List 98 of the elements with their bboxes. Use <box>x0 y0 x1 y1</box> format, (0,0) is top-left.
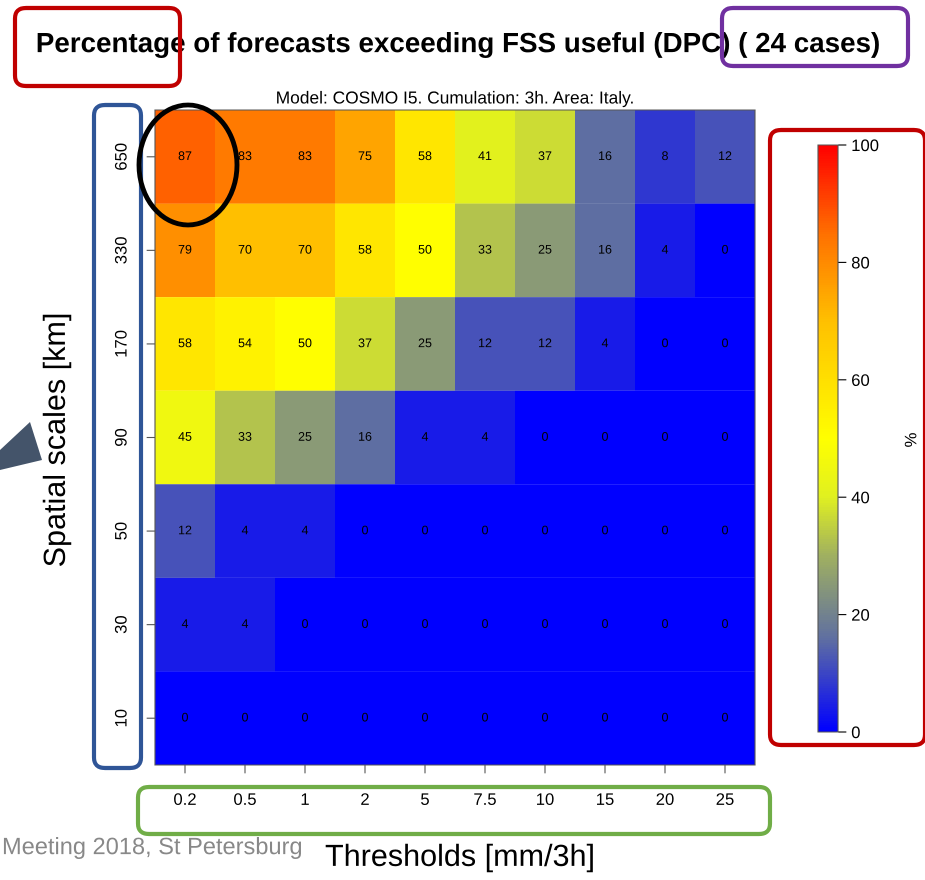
data-label: 0 <box>602 619 608 628</box>
color-bar-label: 80 <box>852 256 870 269</box>
x-tick-label: 1 <box>302 793 309 805</box>
x-tick-label: 25 <box>716 793 734 806</box>
data-label: 0 <box>422 712 428 722</box>
chart-subtitle: Model: COSMO I5. Cumulation: 3h. Area: Italy. <box>277 90 633 108</box>
data-label: 0 <box>542 619 548 628</box>
x-tick-label: 7.5 <box>474 793 496 806</box>
x-tick-label: 0.2 <box>174 793 196 806</box>
data-label: 0 <box>422 619 428 628</box>
data-label: 4 <box>242 526 248 534</box>
data-label: 0 <box>662 526 668 534</box>
data-label: 0 <box>362 712 368 722</box>
x-tick-label: 0.5 <box>234 793 256 806</box>
data-label: 12 <box>719 151 732 160</box>
data-label: 0 <box>662 619 668 628</box>
data-label: 70 <box>238 244 252 254</box>
data-label: 50 <box>418 244 432 254</box>
data-label: 4 <box>602 338 608 348</box>
data-label: 0 <box>362 619 368 628</box>
text: Meeting 2018, St Petersburg <box>4 836 302 860</box>
data-label: 0 <box>482 619 488 628</box>
data-label: 79 <box>178 244 192 254</box>
data-label: 0 <box>602 712 608 722</box>
y-tick-label: 90 <box>114 428 127 446</box>
data-label: 0 <box>542 432 548 441</box>
color-bar-label: 0 <box>852 726 860 738</box>
y-tick-label: 330 <box>114 237 127 264</box>
data-label: 4 <box>242 619 248 628</box>
data-label: 16 <box>599 244 612 254</box>
data-label: 87 <box>178 151 192 160</box>
data-label: 0 <box>542 526 548 534</box>
color-bar-label: 40 <box>852 492 870 504</box>
data-label: 12 <box>179 526 192 534</box>
data-label: 8 <box>662 151 668 160</box>
data-label: 0 <box>602 526 608 534</box>
data-label: 83 <box>238 151 252 160</box>
data-label: 33 <box>238 432 252 441</box>
data-label: 25 <box>298 432 312 441</box>
data-label: 16 <box>359 432 372 441</box>
data-label: 33 <box>478 244 492 254</box>
data-label: 0 <box>722 432 728 441</box>
data-label: 58 <box>178 338 192 348</box>
data-label: 0 <box>662 432 668 441</box>
data-label: 45 <box>178 432 192 441</box>
data-label: 0 <box>722 244 728 254</box>
data-label: 0 <box>722 619 728 628</box>
data-label: 37 <box>538 151 552 160</box>
x-tick-label: 2 <box>361 793 369 805</box>
data-label: 12 <box>479 338 492 348</box>
x-tick-label: 20 <box>656 793 674 806</box>
data-label: 58 <box>418 151 432 160</box>
data-label: 0 <box>302 619 308 628</box>
x-axis-title: Thresholds [mm/3h] <box>326 844 593 872</box>
data-label: 0 <box>182 712 188 722</box>
data-label: 58 <box>358 244 372 254</box>
data-label: 54 <box>238 338 252 348</box>
color-bar-label: 60 <box>852 374 870 386</box>
color-bar-label: 100 <box>852 139 878 152</box>
data-label: 4 <box>182 619 188 628</box>
data-label: 4 <box>302 526 308 534</box>
data-label: 0 <box>302 712 308 722</box>
y-tick-label: 50 <box>114 522 127 540</box>
data-label: 0 <box>242 712 248 722</box>
y-tick-label: 170 <box>114 330 127 357</box>
data-label: 0 <box>482 712 488 722</box>
data-label: 0 <box>722 338 728 348</box>
data-label: 25 <box>418 338 432 348</box>
x-tick-label: 10 <box>537 793 554 806</box>
data-label: 0 <box>482 526 488 534</box>
data-label: 4 <box>422 432 428 441</box>
data-label: 0 <box>602 432 608 441</box>
data-label: 0 <box>362 526 368 534</box>
data-label: 4 <box>662 244 668 254</box>
y-tick-label: 10 <box>114 710 127 726</box>
data-label: 0 <box>542 712 548 722</box>
data-label: 50 <box>298 338 312 348</box>
y-tick-label: 30 <box>114 616 127 634</box>
data-label: 0 <box>722 526 728 534</box>
color-bar-label: 20 <box>852 609 870 621</box>
y-axis-title: Spatial scales [km] <box>42 314 72 566</box>
data-label: 37 <box>358 338 372 348</box>
data-label: 41 <box>478 151 492 160</box>
data-label: 0 <box>662 712 668 722</box>
data-label: 70 <box>298 244 312 254</box>
data-label: 4 <box>482 432 488 441</box>
y-tick-label: 650 <box>114 144 127 170</box>
data-label: 83 <box>298 151 312 160</box>
x-tick-label: 5 <box>421 793 429 806</box>
data-label: 0 <box>662 338 668 348</box>
x-tick-label: 15 <box>597 793 614 806</box>
data-label: 0 <box>722 712 728 722</box>
data-label: 75 <box>358 151 372 160</box>
data-label: 25 <box>538 244 552 254</box>
data-label: 0 <box>422 526 428 534</box>
data-label: 12 <box>539 338 552 348</box>
data-label: 16 <box>599 151 612 160</box>
color-bar-title: % <box>904 433 916 447</box>
